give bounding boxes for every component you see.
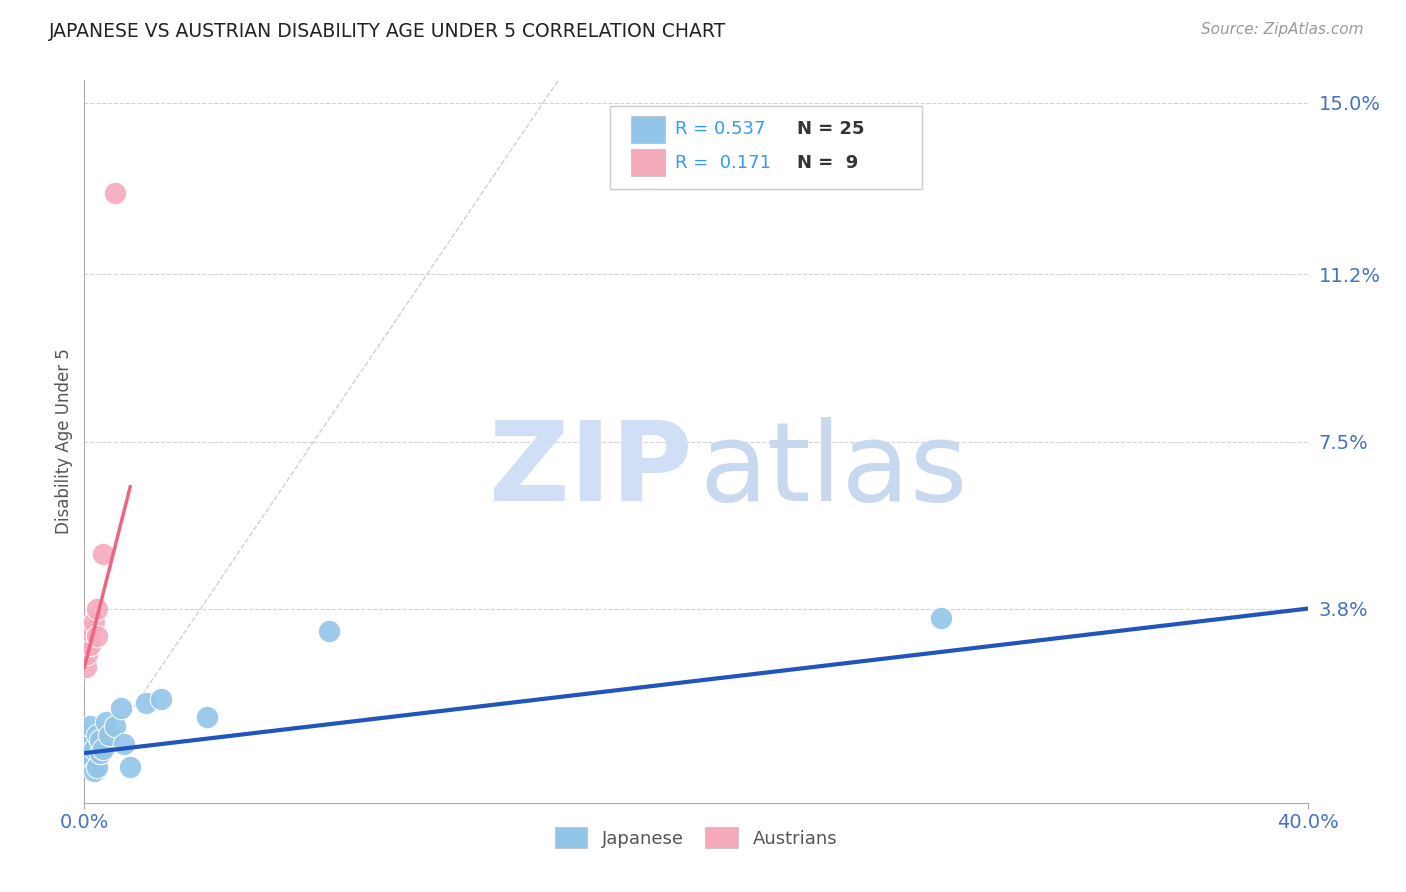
Text: ZIP: ZIP: [489, 417, 692, 524]
Point: [75, 660, 97, 674]
Point: [110, 701, 132, 715]
Point: [104, 719, 127, 733]
Point: [79, 737, 101, 751]
Point: [104, 186, 127, 201]
FancyBboxPatch shape: [631, 116, 665, 143]
Point: [97, 728, 120, 742]
Point: [120, 760, 142, 774]
FancyBboxPatch shape: [631, 149, 665, 177]
Point: [89, 746, 111, 760]
Text: atlas: atlas: [700, 417, 969, 524]
Point: [91, 548, 114, 562]
Text: R = 0.537: R = 0.537: [675, 120, 766, 138]
Point: [76, 750, 98, 764]
Point: [83, 741, 105, 756]
Point: [929, 610, 952, 624]
Point: [86, 601, 108, 615]
Point: [77, 746, 100, 760]
Point: [86, 728, 108, 742]
Point: [75, 737, 97, 751]
Text: R =  0.171: R = 0.171: [675, 153, 770, 171]
Point: [149, 692, 172, 706]
Point: [86, 760, 108, 774]
Text: N =  9: N = 9: [797, 153, 859, 171]
FancyBboxPatch shape: [610, 105, 922, 189]
Point: [76, 728, 98, 742]
Point: [83, 764, 105, 779]
Text: Source: ZipAtlas.com: Source: ZipAtlas.com: [1201, 22, 1364, 37]
Point: [83, 615, 105, 630]
Point: [112, 737, 135, 751]
Legend: Japanese, Austrians: Japanese, Austrians: [548, 820, 844, 855]
Point: [318, 624, 340, 639]
Point: [79, 719, 101, 733]
Text: JAPANESE VS AUSTRIAN DISABILITY AGE UNDER 5 CORRELATION CHART: JAPANESE VS AUSTRIAN DISABILITY AGE UNDE…: [49, 22, 727, 41]
Point: [195, 710, 218, 724]
Text: N = 25: N = 25: [797, 120, 865, 138]
Y-axis label: Disability Age Under 5: Disability Age Under 5: [55, 349, 73, 534]
Point: [79, 755, 101, 769]
Point: [86, 629, 108, 643]
Point: [91, 741, 114, 756]
Point: [89, 732, 111, 747]
Point: [94, 714, 117, 729]
Point: [79, 624, 101, 639]
Point: [135, 697, 157, 711]
Point: [76, 647, 98, 661]
Point: [79, 638, 101, 652]
